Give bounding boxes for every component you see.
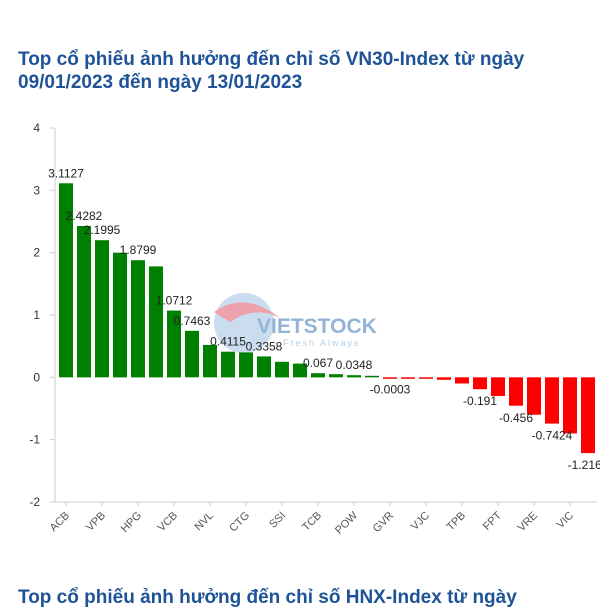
bar-pow[interactable] — [347, 375, 361, 378]
bar-hpg[interactable] — [131, 260, 145, 378]
bar-c2[interactable] — [77, 226, 91, 378]
bar-gvr[interactable] — [383, 377, 397, 379]
x-tick-label: POW — [333, 509, 361, 537]
bar-vjc[interactable] — [419, 377, 433, 379]
data-label: 0.067 — [303, 356, 333, 370]
bar-c12[interactable] — [257, 356, 271, 378]
x-tick-label: GVR — [371, 510, 396, 535]
bar-c8[interactable] — [185, 330, 199, 378]
next-chart-title: Top cổ phiếu ảnh hưởng đến chỉ số HNX-In… — [18, 587, 517, 608]
x-tick-label: VJC — [409, 510, 432, 533]
bar-fpt[interactable] — [491, 377, 505, 396]
data-label: 0.7463 — [174, 314, 211, 328]
bar-c24[interactable] — [473, 377, 487, 390]
bar-acb[interactable] — [59, 183, 73, 378]
data-label: 0.0348 — [336, 358, 373, 372]
y-tick-label: 2 — [33, 246, 40, 260]
vietstock-watermark: VIETSTOCK Fresh Always — [214, 293, 377, 353]
watermark-text: VIETSTOCK — [257, 315, 377, 338]
x-tick-label: VPB — [84, 510, 108, 534]
y-tick-label: 0 — [33, 370, 40, 384]
chart-title: Top cổ phiếu ảnh hưởng đến chỉ số VN30-I… — [18, 49, 525, 93]
x-tick-label: VCB — [156, 510, 180, 534]
bar-tcb[interactable] — [311, 373, 325, 378]
y-tick-label: 1 — [33, 308, 40, 322]
x-tick-label: ACB — [48, 510, 72, 534]
y-tick-label: -2 — [29, 495, 40, 509]
x-tick-label: NVL — [192, 510, 216, 534]
y-tick-label: 3 — [33, 183, 40, 197]
bar-c16[interactable] — [329, 374, 343, 378]
bar-ctg[interactable] — [239, 352, 253, 378]
data-label: 2.4282 — [66, 209, 103, 223]
bar-c22[interactable] — [437, 377, 451, 380]
data-label: -0.0003 — [370, 382, 411, 396]
x-tick-label: TCB — [300, 510, 324, 534]
chart-bars — [59, 183, 595, 454]
bar-vre[interactable] — [527, 377, 541, 415]
bar-c18[interactable] — [365, 375, 379, 378]
bar-c14[interactable] — [293, 363, 307, 378]
data-label: -0.191 — [463, 394, 497, 408]
data-label: -0.456 — [499, 411, 533, 425]
bar-vpb[interactable] — [95, 240, 109, 378]
bar-c10[interactable] — [221, 351, 235, 378]
data-label: 0.4115 — [210, 335, 246, 349]
data-label: 0.3358 — [246, 339, 283, 353]
bar-c28[interactable] — [545, 377, 559, 424]
x-tick-label: HPG — [119, 510, 144, 535]
x-tick-label: TPB — [444, 510, 468, 534]
bar-c4[interactable] — [113, 252, 127, 378]
bar-vcb[interactable] — [167, 310, 181, 378]
bar-c30[interactable] — [581, 377, 595, 454]
bar-c6[interactable] — [149, 266, 163, 378]
bar-ssi[interactable] — [275, 361, 289, 378]
x-tick-label: CTG — [227, 510, 252, 535]
bar-vic[interactable] — [563, 377, 577, 434]
bar-nvl[interactable] — [203, 344, 217, 378]
x-tick-label: VRE — [516, 510, 540, 534]
data-label: 1.0712 — [156, 294, 193, 308]
y-tick-label: 4 — [33, 121, 40, 135]
x-tick-label: VIC — [555, 510, 576, 531]
data-label: 2.1995 — [84, 223, 121, 237]
bar-c26[interactable] — [509, 377, 523, 406]
watermark-tagline: Fresh Always — [283, 338, 361, 348]
data-label: 1.8799 — [120, 243, 157, 257]
data-label: -1.2165 — [568, 458, 600, 472]
x-tick-label: FPT — [481, 509, 504, 532]
data-label: -0.7424 — [532, 429, 573, 443]
bar-tpb[interactable] — [455, 377, 469, 384]
x-tick-label: SSI — [267, 510, 288, 531]
data-label: 3.1127 — [48, 166, 84, 180]
bar-c20[interactable] — [401, 377, 415, 379]
y-tick-label: -1 — [29, 433, 40, 447]
watermark-swoosh-icon — [214, 302, 280, 322]
